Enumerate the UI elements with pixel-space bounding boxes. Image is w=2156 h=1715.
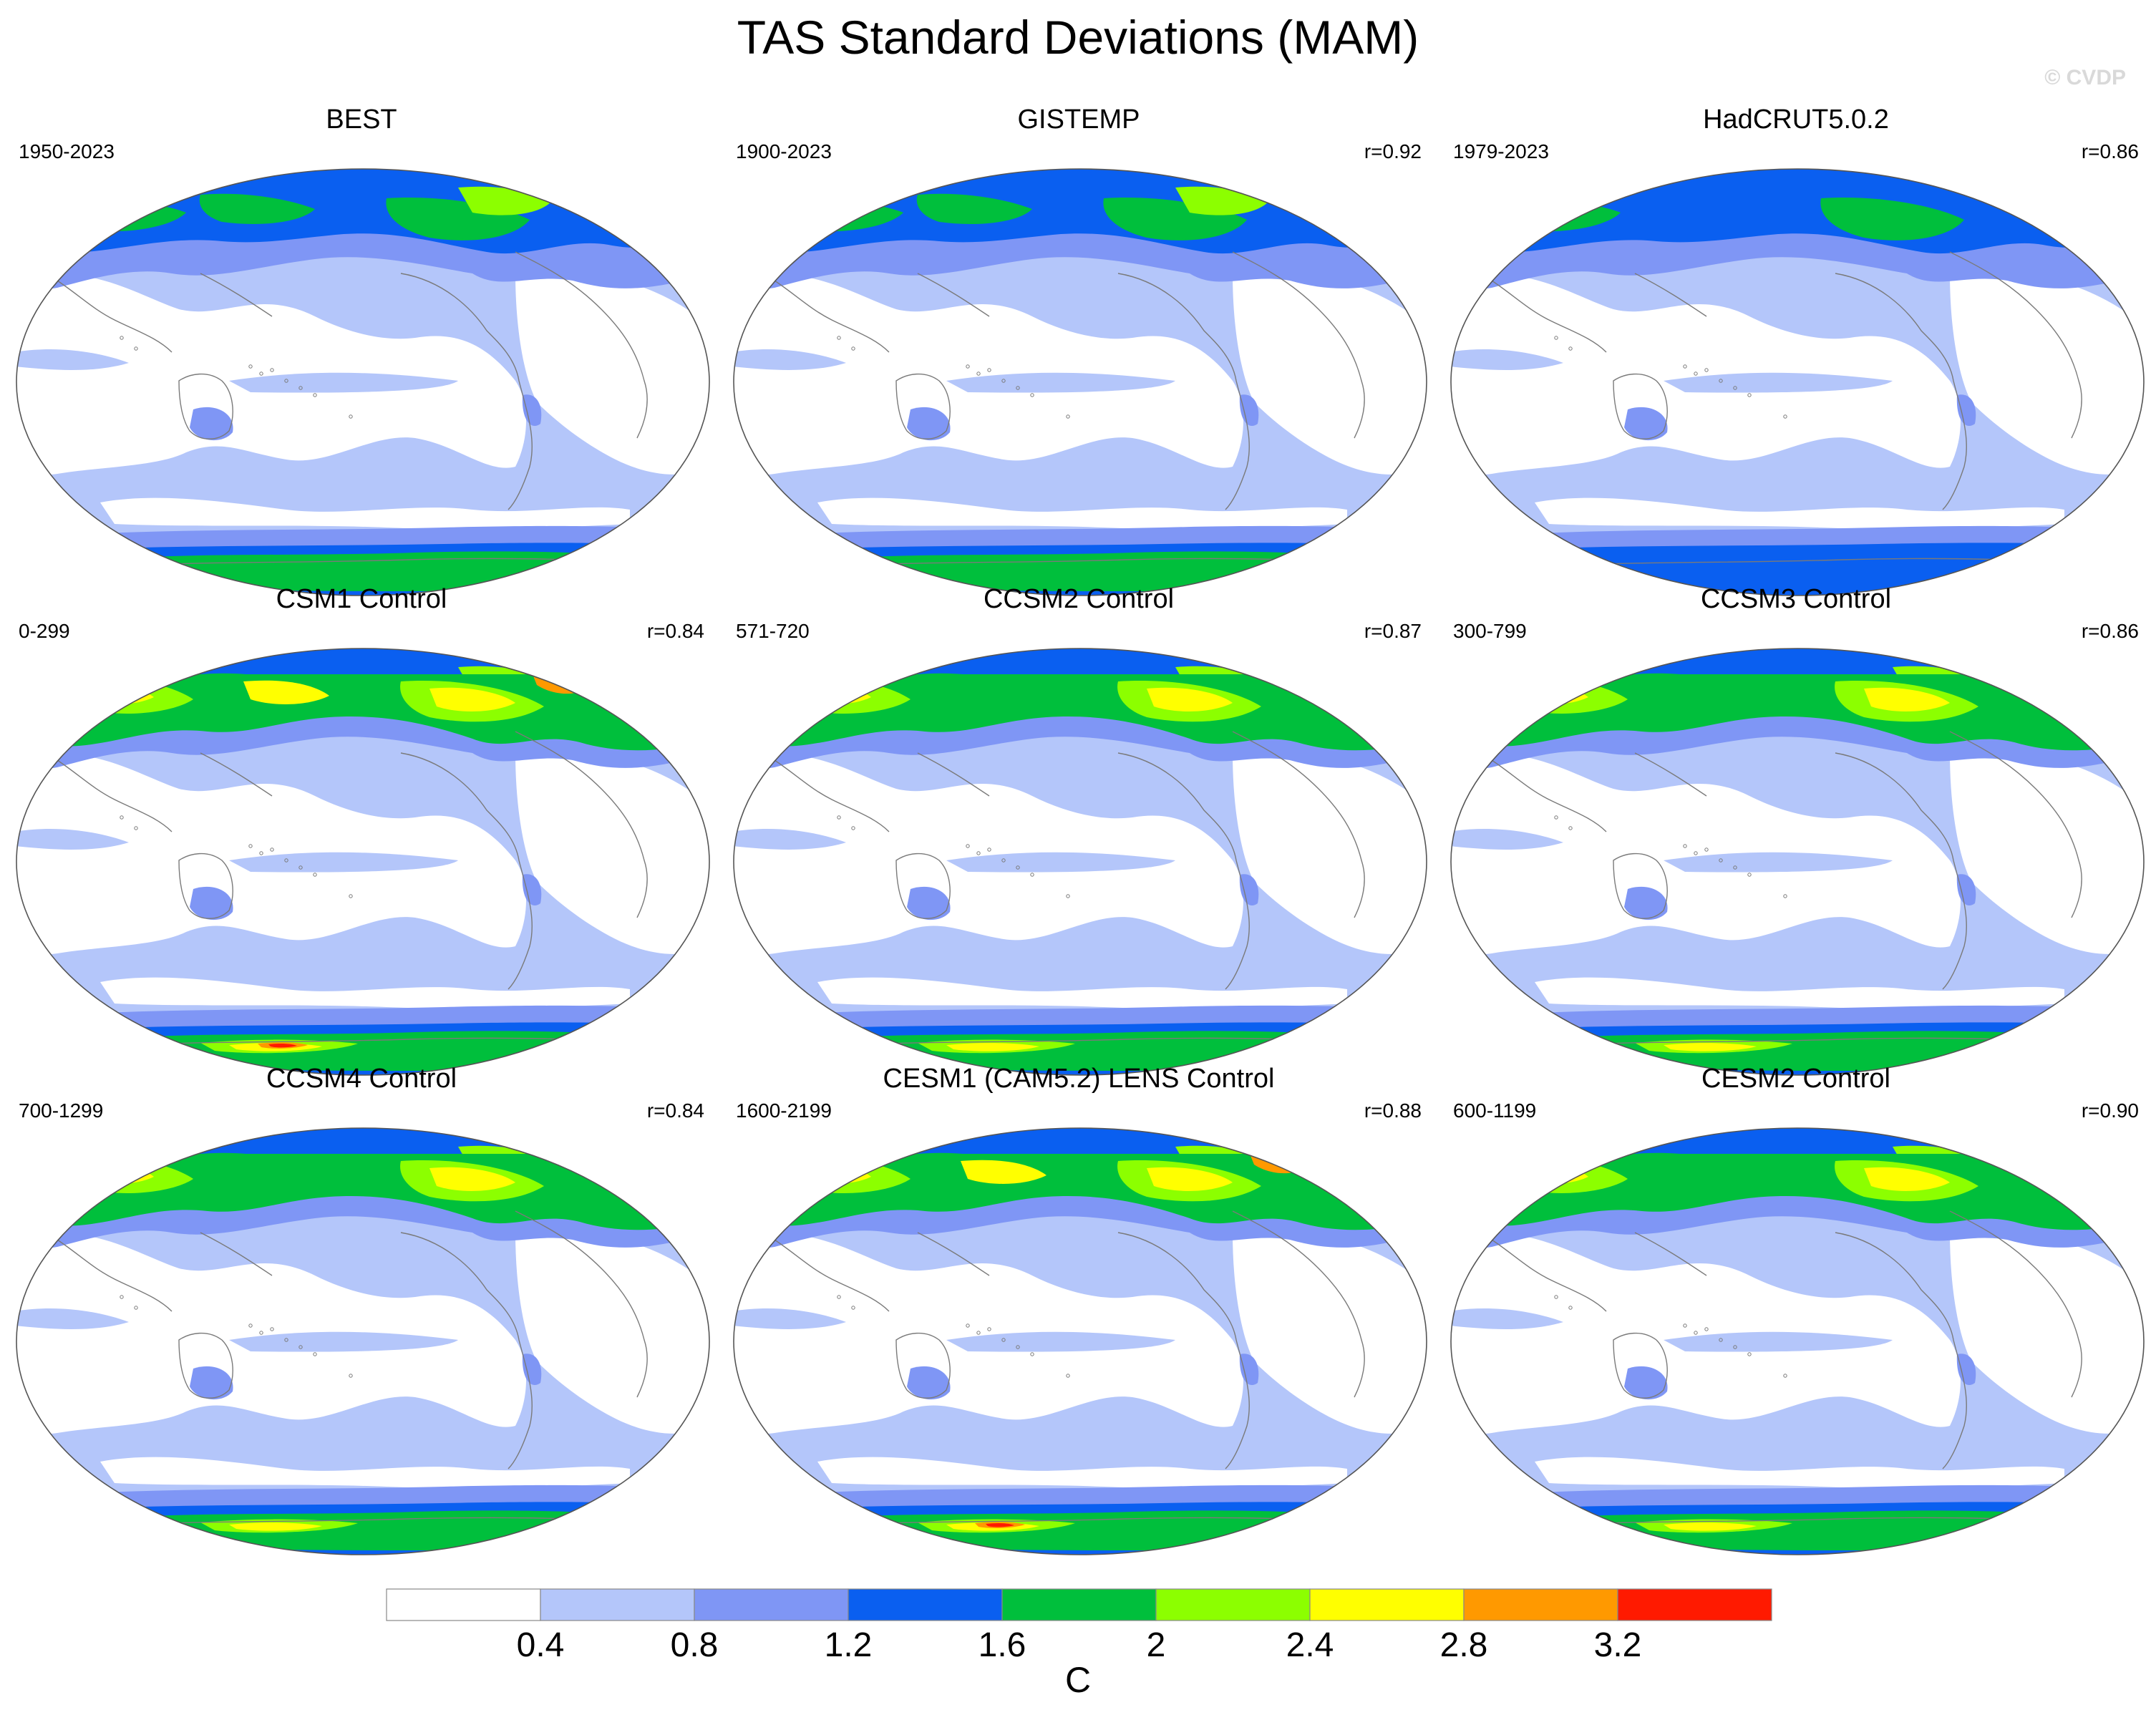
colorbar-swatch (386, 1588, 541, 1621)
colorbar-swatch (1463, 1588, 1618, 1621)
panel-period: 1979-2023 (1453, 140, 1549, 162)
robinson-map (733, 1127, 1427, 1555)
panel-title: BEST (326, 105, 397, 135)
colorbar-swatch (1617, 1588, 1772, 1621)
colorbar-tick-label: 2.4 (1286, 1626, 1334, 1659)
robinson-map (1450, 168, 2145, 596)
map-panel: CCSM2 Control 571-720 r=0.87 (724, 584, 1433, 1076)
panel-correlation: r=0.88 (1364, 1099, 1422, 1122)
map-panel: CESM2 Control 600-1199 r=0.90 (1442, 1064, 2150, 1555)
panel-title: CSM1 Control (276, 584, 447, 614)
robinson-map (16, 648, 710, 1076)
panel-title: CESM1 (CAM5.2) LENS Control (883, 1064, 1275, 1094)
colorbar-swatch (1155, 1588, 1311, 1621)
panel-period: 600-1199 (1453, 1099, 1537, 1122)
robinson-map (733, 648, 1427, 1076)
robinson-map (16, 1127, 710, 1555)
panel-title: HadCRUT5.0.2 (1703, 105, 1889, 135)
panel-period: 300-799 (1453, 620, 1527, 642)
panel-title: CCSM3 Control (1700, 584, 1892, 614)
colorbar-tick-label: 1.2 (825, 1626, 873, 1659)
colorbar-tick-label: 0.4 (517, 1626, 565, 1659)
robinson-map (1450, 648, 2145, 1076)
panel-period: 1900-2023 (736, 140, 832, 162)
panel-title: CCSM4 Control (266, 1064, 457, 1094)
panel-period: 700-1299 (19, 1099, 104, 1122)
panel-correlation: r=0.86 (2081, 620, 2139, 642)
colorbar-tick-label: 2.8 (1440, 1626, 1488, 1659)
map-panel: GISTEMP 1900-2023 r=0.92 (724, 105, 1433, 596)
colorbar-swatch (1001, 1588, 1157, 1621)
robinson-map (16, 168, 710, 596)
panel-correlation: r=0.86 (2081, 140, 2139, 162)
colorbar-tick-label: 2 (1147, 1626, 1166, 1659)
robinson-map (1450, 1127, 2145, 1555)
colorbar-swatch (540, 1588, 695, 1621)
colorbar-swatch (1309, 1588, 1465, 1621)
panel-period: 571-720 (736, 620, 810, 642)
map-panel: CSM1 Control 0-299 r=0.84 (7, 584, 716, 1076)
map-panel: CCSM4 Control 700-1299 r=0.84 (7, 1064, 716, 1555)
colorbar-tick-label: 0.8 (671, 1626, 719, 1659)
panel-title: GISTEMP (1017, 105, 1140, 135)
panel-title: CCSM2 Control (983, 584, 1175, 614)
panel-period: 1600-2199 (736, 1099, 832, 1122)
panel-title: CESM2 Control (1701, 1064, 1890, 1094)
map-panel: CESM1 (CAM5.2) LENS Control 1600-2199 r=0.… (724, 1064, 1433, 1555)
watermark: © CVDP (2044, 66, 2126, 89)
map-panel: CCSM3 Control 300-799 r=0.86 (1442, 584, 2150, 1076)
robinson-map (733, 168, 1427, 596)
panel-correlation: r=0.90 (2081, 1099, 2139, 1122)
panel-correlation: r=0.84 (646, 1099, 704, 1122)
colorbar: 0.4 0.8 1.2 1.6 2 2.4 2.8 3.2 (386, 1588, 1772, 1659)
colorbar-tick-label: 1.6 (979, 1626, 1026, 1659)
panel-correlation: r=0.87 (1364, 620, 1422, 642)
panel-correlation: r=0.84 (646, 620, 704, 642)
map-panel: HadCRUT5.0.2 1979-2023 r=0.86 (1442, 105, 2150, 596)
colorbar-swatch (694, 1588, 849, 1621)
colorbar-unit: C (1064, 1660, 1092, 1700)
panel-period: 1950-2023 (19, 140, 115, 162)
colorbar-swatch (848, 1588, 1003, 1621)
figure-title: TAS Standard Deviations (MAM) (737, 11, 1419, 64)
panel-period: 0-299 (19, 620, 70, 642)
panel-correlation: r=0.92 (1364, 140, 1422, 162)
colorbar-tick-label: 3.2 (1594, 1626, 1642, 1659)
map-panel: BEST 1950-2023 (7, 105, 716, 596)
